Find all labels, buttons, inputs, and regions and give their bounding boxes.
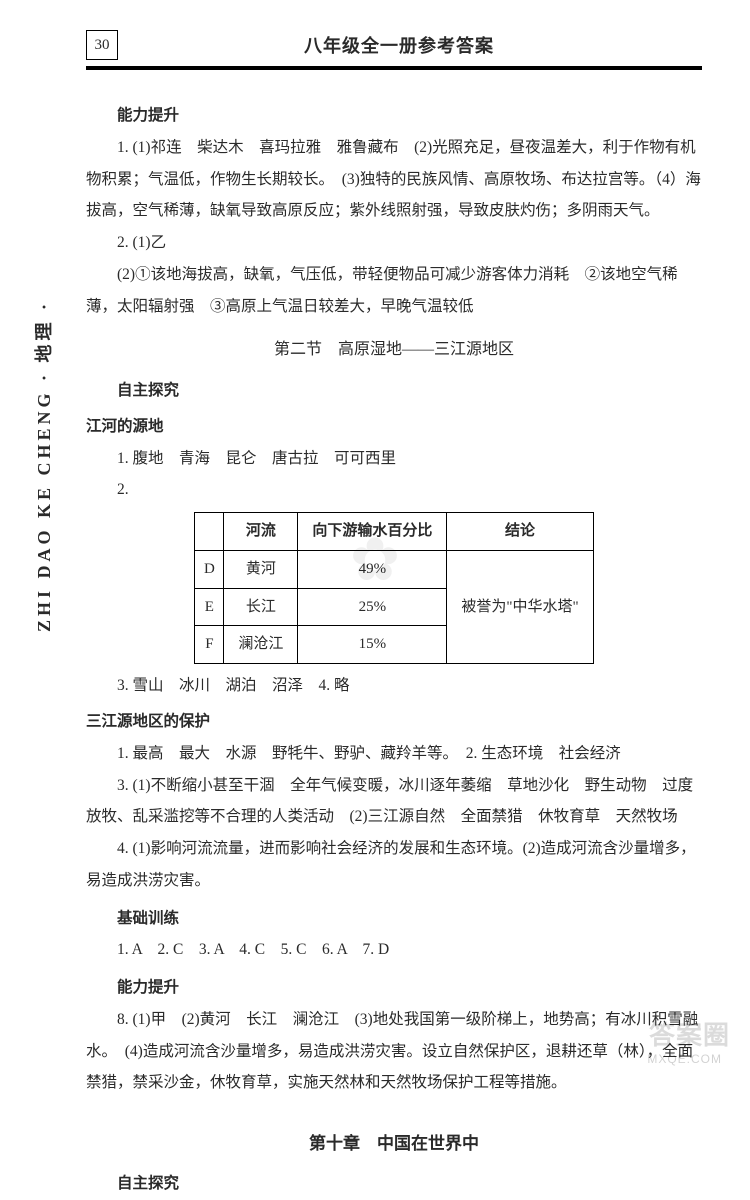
subheading-rivers: 江河的源地 <box>86 411 702 443</box>
basic-p1: 1. A 2. C 3. A 4. C 5. C 6. A 7. D <box>86 934 702 966</box>
cell-pct-1: 25% <box>298 588 447 626</box>
cell-conclusion: 被誉为"中华水塔" <box>447 550 593 663</box>
ability2-p1: 8. (1)甲 (2)黄河 长江 澜沧江 (3)地处我国第一级阶梯上，地势高；有… <box>86 1004 702 1099</box>
ability-p1: 1. (1)祁连 柴达木 喜玛拉雅 雅鲁藏布 (2)光照充足，昼夜温差大，利于作… <box>86 132 702 227</box>
ability-p2: 2. (1)乙 <box>86 227 702 259</box>
watermark-sub: MXQE.COM <box>647 1052 722 1066</box>
explore-p2: 2. <box>86 474 702 506</box>
cell-E: E <box>195 588 224 626</box>
explore-p6: 4. (1)影响河流流量，进而影响社会经济的发展和生态环境。(2)造成河流含沙量… <box>86 833 702 897</box>
sidebar-pinyin: ZHI DAO KE CHENG · 地理 · <box>30 300 56 632</box>
explore-p3: 3. 雪山 冰川 湖泊 沼泽 4. 略 <box>86 670 702 702</box>
cell-river-2: 澜沧江 <box>224 626 298 664</box>
body-content: 能力提升 1. (1)祁连 柴达木 喜玛拉雅 雅鲁藏布 (2)光照充足，昼夜温差… <box>86 100 702 1200</box>
page-title: 八年级全一册参考答案 <box>136 32 702 58</box>
subheading-protect: 三江源地区的保护 <box>86 706 702 738</box>
heading-ability2: 能力提升 <box>86 972 702 1004</box>
th-river: 河流 <box>224 513 298 551</box>
explore-p5: 3. (1)不断缩小甚至干涸 全年气候变暖，冰川逐年萎缩 草地沙化 野生动物 过… <box>86 770 702 834</box>
cell-pct-0: 49% <box>298 550 447 588</box>
river-table: 河流 向下游输水百分比 结论 D 黄河 49% 被誉为"中华水塔" E 长江 2… <box>194 512 593 664</box>
cell-F: F <box>195 626 224 664</box>
heading-explore: 自主探究 <box>86 375 702 407</box>
watermark-main: 答案圈 <box>649 1015 730 1052</box>
table-header-row: 河流 向下游输水百分比 结论 <box>195 513 593 551</box>
page-header: 30 八年级全一册参考答案 <box>86 30 702 70</box>
cell-D: D <box>195 550 224 588</box>
explore-p1: 1. 腹地 青海 昆仑 唐古拉 可可西里 <box>86 443 702 475</box>
page-number-box: 30 <box>86 30 118 60</box>
th-conclusion: 结论 <box>447 513 593 551</box>
table-row: D 黄河 49% 被誉为"中华水塔" <box>195 550 593 588</box>
cell-river-1: 长江 <box>224 588 298 626</box>
heading-ability: 能力提升 <box>86 100 702 132</box>
heading-explore2: 自主探究 <box>86 1168 702 1200</box>
ability-p3: (2)①该地海拔高，缺氧，气压低，带轻便物品可减少游客体力消耗 ②该地空气稀薄，… <box>86 259 702 323</box>
chapter10-title: 第十章 中国在世界中 <box>86 1127 702 1162</box>
th-percent: 向下游输水百分比 <box>298 513 447 551</box>
heading-basic: 基础训练 <box>86 903 702 935</box>
page-number: 30 <box>95 37 110 54</box>
cell-river-0: 黄河 <box>224 550 298 588</box>
section2-title: 第二节 高原湿地——三江源地区 <box>86 334 702 367</box>
explore-p4: 1. 最高 最大 水源 野牦牛、野驴、藏羚羊等。 2. 生态环境 社会经济 <box>86 738 702 770</box>
page-root: 30 八年级全一册参考答案 ZHI DAO KE CHENG · 地理 · ✿ … <box>0 0 750 1072</box>
th-blank <box>195 513 224 551</box>
cell-pct-2: 15% <box>298 626 447 664</box>
